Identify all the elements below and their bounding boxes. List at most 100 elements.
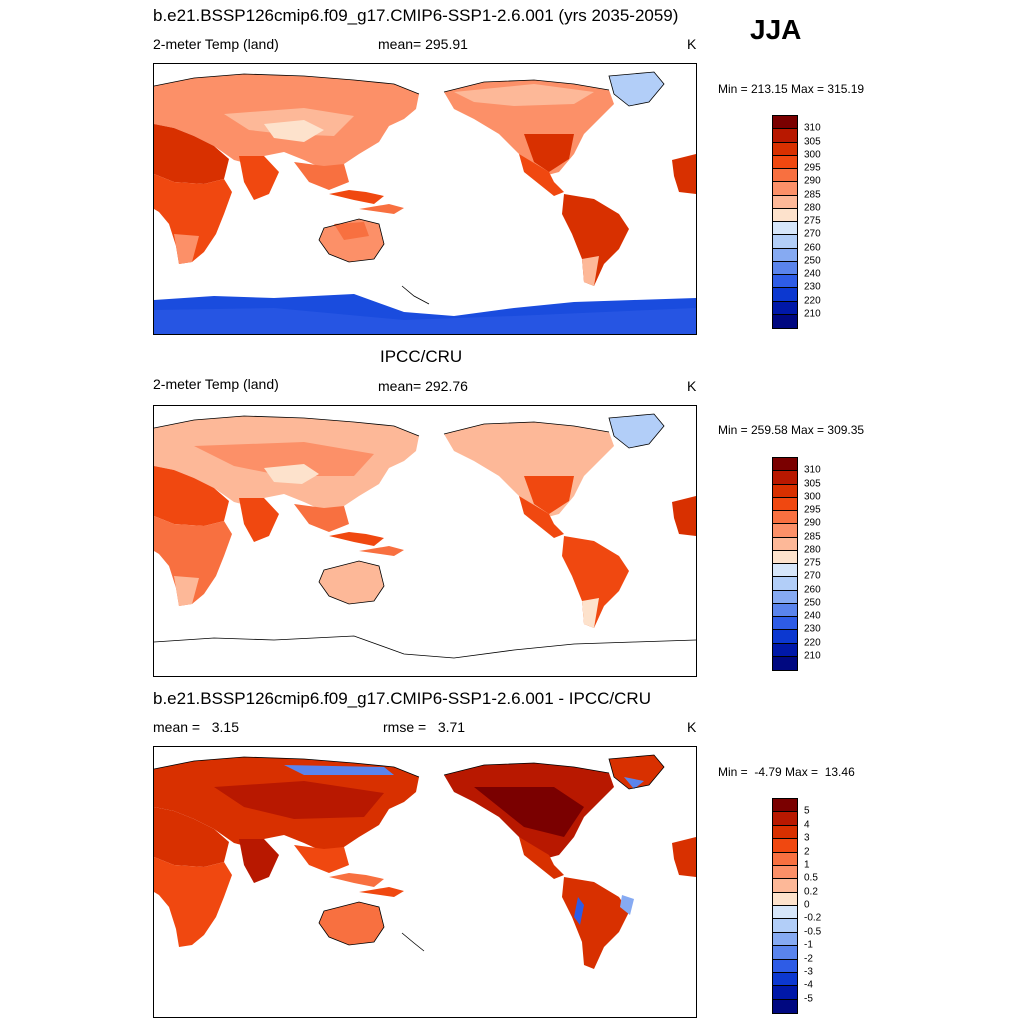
colorbar-tick-label: 230 bbox=[804, 623, 821, 635]
panel1-mean-label: mean= 295.91 bbox=[378, 36, 468, 52]
colorbar-cell bbox=[773, 946, 797, 960]
colorbar-cell bbox=[773, 892, 797, 906]
colorbar-cell bbox=[773, 932, 797, 947]
panel3-colorbar bbox=[772, 798, 798, 1014]
colorbar-tick-label: 295 bbox=[804, 162, 821, 174]
colorbar-tick-label: 310 bbox=[804, 122, 821, 134]
colorbar-tick-label: 270 bbox=[804, 228, 821, 240]
colorbar-tick-label: 260 bbox=[804, 584, 821, 595]
colorbar-tick-label: 5 bbox=[804, 805, 810, 817]
colorbar-tick-label: -3 bbox=[804, 966, 813, 978]
colorbar-cell bbox=[773, 959, 797, 973]
colorbar-cell bbox=[773, 590, 797, 604]
colorbar-cell bbox=[773, 458, 797, 472]
panel1-africa bbox=[154, 174, 232, 264]
colorbar-tick-label: 300 bbox=[804, 149, 821, 161]
colorbar-tick-label: 250 bbox=[804, 597, 821, 609]
colorbar-cell bbox=[773, 630, 797, 644]
colorbar-cell bbox=[773, 919, 797, 933]
colorbar-cell bbox=[773, 222, 797, 236]
colorbar-tick-label: 240 bbox=[804, 268, 821, 280]
colorbar-cell bbox=[773, 603, 797, 617]
colorbar-cell bbox=[773, 524, 797, 538]
colorbar-tick-label: 300 bbox=[804, 491, 821, 503]
colorbar-tick-label: -4 bbox=[804, 979, 813, 991]
panel1-map-svg bbox=[154, 71, 696, 334]
colorbar-cell bbox=[773, 169, 797, 183]
colorbar-cell bbox=[773, 906, 797, 920]
colorbar-cell bbox=[773, 142, 797, 156]
colorbar-cell bbox=[773, 986, 797, 1000]
colorbar-tick-label: 240 bbox=[804, 610, 821, 622]
colorbar-tick-label: -1 bbox=[804, 939, 813, 951]
colorbar-cell bbox=[773, 617, 797, 631]
colorbar-tick-label: 290 bbox=[804, 517, 821, 529]
colorbar-tick-label: -0.5 bbox=[804, 926, 822, 938]
colorbar-cell bbox=[773, 879, 797, 893]
season-label: JJA bbox=[750, 14, 802, 45]
colorbar-tick-label: 230 bbox=[804, 281, 821, 293]
colorbar-cell bbox=[773, 208, 797, 222]
colorbar-cell bbox=[773, 182, 797, 196]
colorbar-tick-label: -0.2 bbox=[804, 912, 822, 924]
colorbar-cell bbox=[773, 155, 797, 169]
colorbar-cell bbox=[773, 972, 797, 987]
colorbar-cell bbox=[773, 471, 797, 485]
colorbar-cell bbox=[773, 577, 797, 591]
colorbar-cell bbox=[773, 564, 797, 578]
colorbar-cell bbox=[773, 550, 797, 564]
colorbar-cell bbox=[773, 643, 797, 657]
colorbar-tick-label: 0 bbox=[804, 899, 810, 911]
panel1-map bbox=[153, 63, 697, 335]
colorbar-tick-label: 0.5 bbox=[804, 872, 818, 884]
colorbar-tick-label: 4 bbox=[804, 819, 810, 831]
colorbar-cell bbox=[773, 261, 797, 275]
panel3-map bbox=[153, 746, 697, 1018]
colorbar-cell bbox=[773, 116, 797, 130]
colorbar-tick-label: 295 bbox=[804, 504, 821, 516]
colorbar-tick-label: 285 bbox=[804, 189, 821, 200]
colorbar-cell bbox=[773, 301, 797, 315]
colorbar-tick-label: 275 bbox=[804, 215, 821, 227]
colorbar-cell bbox=[773, 275, 797, 289]
colorbar-tick-label: 280 bbox=[804, 544, 821, 556]
panel3-mean-label: mean = 3.15 bbox=[153, 719, 240, 735]
colorbar-tick-label: 305 bbox=[804, 136, 821, 147]
panel1-title: b.e21.BSSP126cmip6.f09_g17.CMIP6-SSP1-2.… bbox=[153, 6, 679, 25]
colorbar-tick-label: 250 bbox=[804, 255, 821, 267]
colorbar-tick-label: 280 bbox=[804, 202, 821, 214]
colorbar-tick-label: 290 bbox=[804, 175, 821, 187]
panel1-greenland bbox=[609, 72, 664, 106]
panel2-mean-label: mean= 292.76 bbox=[378, 378, 468, 394]
colorbar-tick-label: 310 bbox=[804, 464, 821, 476]
colorbar-cell bbox=[773, 314, 797, 328]
colorbar-tick-label: 220 bbox=[804, 295, 821, 306]
colorbar-tick-label: 1 bbox=[804, 859, 810, 871]
panel3-map-svg bbox=[154, 754, 696, 969]
colorbar-tick-label: 0.2 bbox=[804, 886, 818, 898]
colorbar-tick-label: 270 bbox=[804, 570, 821, 582]
panel3-rmse-label: rmse = 3.71 bbox=[383, 719, 466, 735]
panel1-minmax-label: Min = 213.15 Max = 315.19 bbox=[718, 82, 865, 96]
panel3-minmax-label: Min = -4.79 Max = 13.46 bbox=[718, 765, 855, 779]
colorbar-tick-label: 260 bbox=[804, 242, 821, 253]
panel3-units-label: K bbox=[687, 719, 697, 735]
panel2-colorbar bbox=[772, 457, 798, 671]
colorbar-cell bbox=[773, 999, 797, 1013]
panel2-minmax-label: Min = 259.58 Max = 309.35 bbox=[718, 423, 865, 437]
panel1-variable-label: 2-meter Temp (land) bbox=[153, 36, 279, 52]
colorbar-cell bbox=[773, 511, 797, 525]
colorbar-tick-label: 275 bbox=[804, 557, 821, 569]
panel3-title: b.e21.BSSP126cmip6.f09_g17.CMIP6-SSP1-2.… bbox=[153, 689, 651, 708]
colorbar-cell bbox=[773, 484, 797, 498]
colorbar-tick-label: 2 bbox=[804, 846, 810, 857]
colorbar-cell bbox=[773, 852, 797, 866]
colorbar-cell bbox=[773, 865, 797, 880]
colorbar-cell bbox=[773, 799, 797, 813]
colorbar-cell bbox=[773, 129, 797, 143]
colorbar-tick-label: 210 bbox=[804, 650, 821, 662]
colorbar-cell bbox=[773, 288, 797, 302]
colorbar-tick-label: 220 bbox=[804, 637, 821, 648]
panel2-map bbox=[153, 405, 697, 677]
colorbar-cell bbox=[773, 825, 797, 840]
